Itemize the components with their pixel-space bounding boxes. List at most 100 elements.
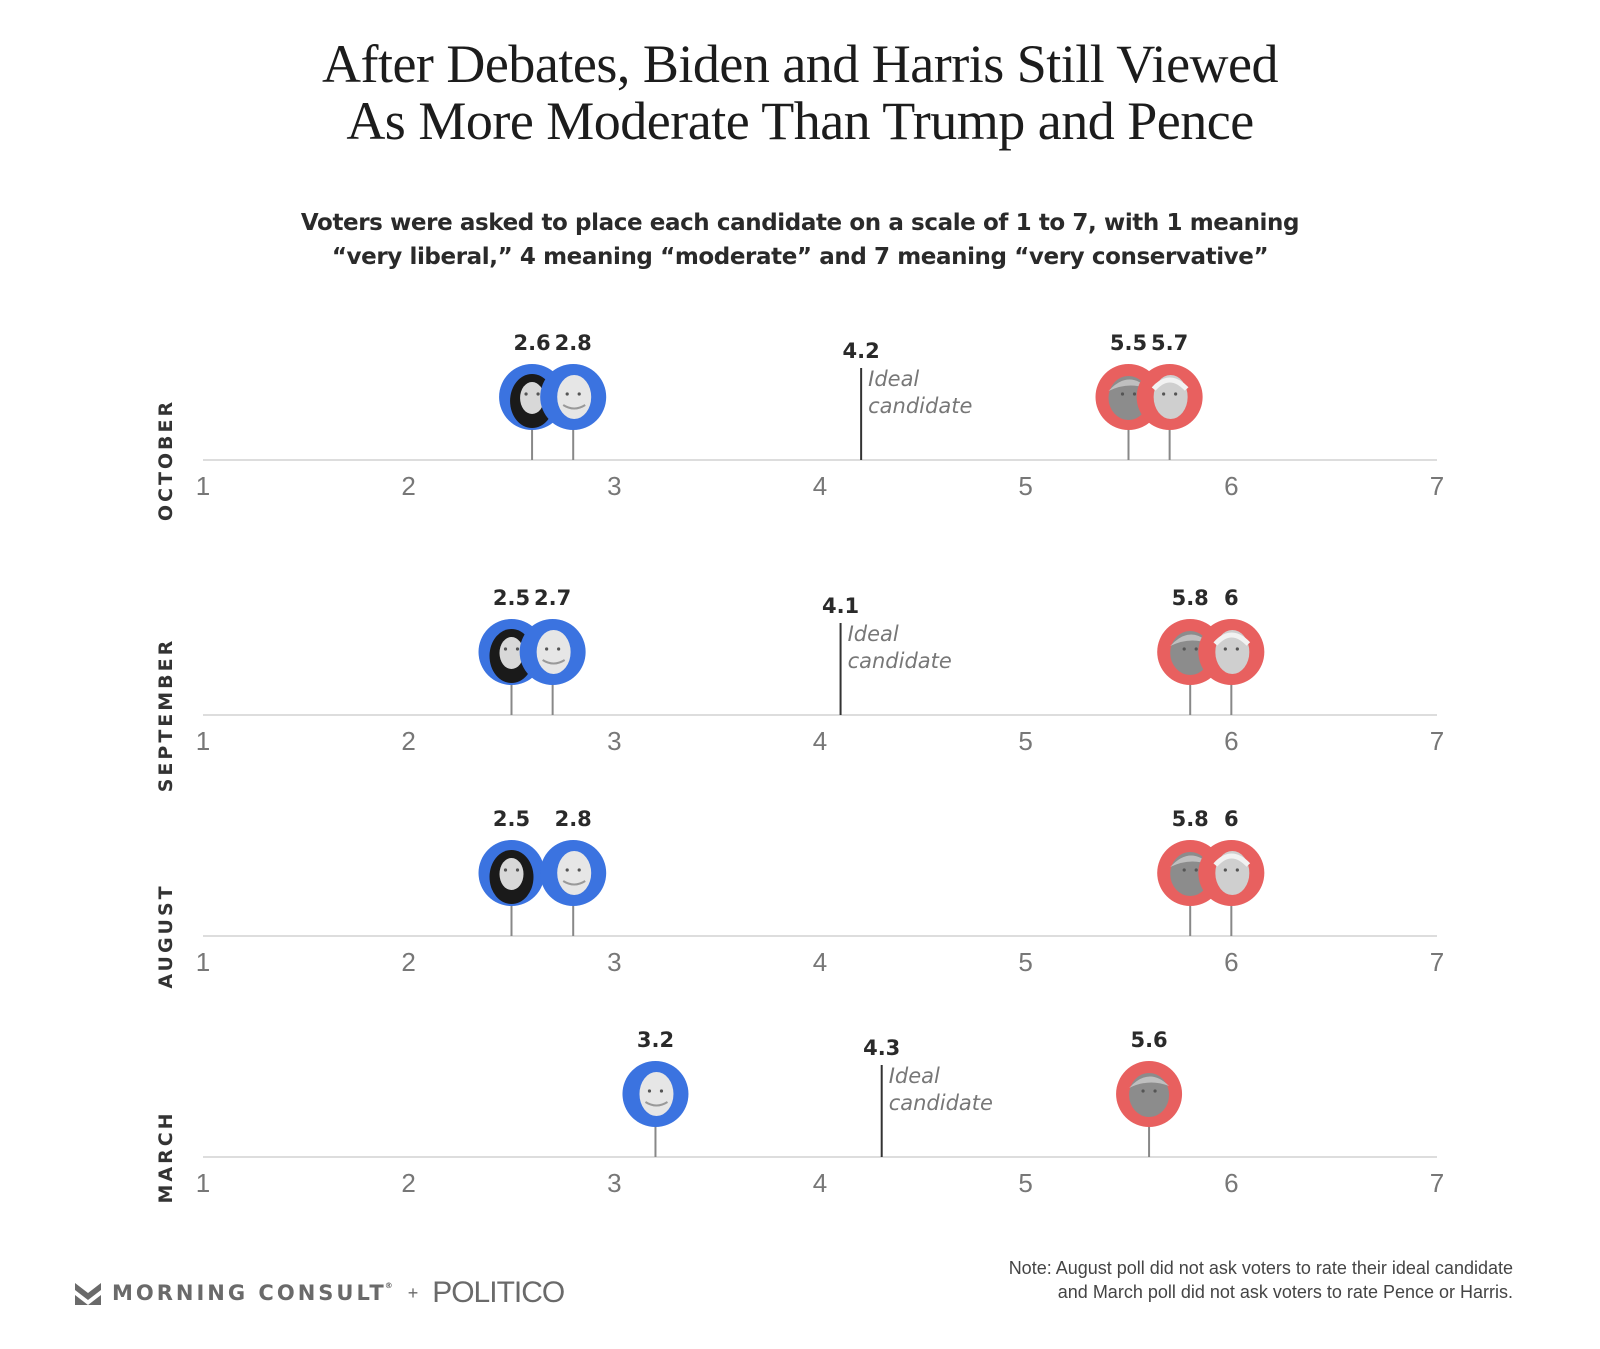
candidate-marker-trump: 5.6 [1116,1028,1183,1127]
tick-label: 3 [607,471,621,501]
tick-label: 7 [1430,1168,1444,1198]
candidate-marker-pence: 5.7 [1136,331,1203,430]
candidate-value-label: 2.8 [555,807,592,831]
ideal-value-label: 4.3 [863,1036,900,1060]
hair-shape [1213,853,1251,867]
tick-label: 6 [1224,726,1238,756]
face-shape [536,630,571,674]
panel-october: OCTOBER 1 2 3 4 5 6 7 4.2 Ideal candidate 2.6 2.8 5.5… [155,331,1444,521]
hair-shape [1170,855,1211,867]
ideal-label-line-1: Ideal [889,1064,940,1088]
tick-label: 4 [813,1168,827,1198]
eye-shape [503,647,508,651]
candidate-marker-harris: 2.5 [478,807,545,906]
face-shape [639,1072,674,1116]
chart-subtitle: Voters were asked to place each candidat… [0,206,1600,274]
candidate-marker-pence: 6 [1198,807,1265,906]
candidate-marker-biden: 2.8 [540,331,607,430]
tick-label: 6 [1224,1168,1238,1198]
ideal-label-line-1: Ideal [848,622,899,646]
tick-label: 2 [401,1168,415,1198]
candidate-value-label: 3.2 [637,1028,674,1052]
eye-shape [565,392,569,396]
tick-label: 3 [607,1168,621,1198]
face-shape [557,851,592,895]
hair-shape [1151,377,1189,391]
panel-september: SEPTEMBER 1 2 3 4 5 6 7 4.1 Ideal candidate 2.5 2.7 5… [155,586,1444,792]
title-line-2: As More Moderate Than Trump and Pence [346,91,1254,151]
eye-shape [503,868,508,872]
candidate-value-label: 5.5 [1110,331,1147,355]
tick-label: 7 [1430,947,1444,977]
candidate-value-label: 5.6 [1130,1028,1167,1052]
smile-shape [542,659,566,665]
candidate-value-label: 2.7 [534,586,571,610]
plus-sign: + [407,1282,419,1303]
eye-shape [557,647,561,651]
subtitle-line-2: “very liberal,” 4 meaning “moderate” and… [331,244,1269,270]
smile-shape [644,1101,669,1107]
face-shape [499,858,524,890]
hair-shape [1129,1076,1170,1088]
eye-shape [515,647,520,651]
eye-shape [1174,392,1178,396]
tick-label: 4 [813,947,827,977]
note-line-1: Note: August poll did not ask voters to … [1008,1258,1513,1278]
eye-shape [1223,868,1227,872]
face-shape [1153,375,1188,419]
eye-shape [1235,868,1239,872]
eye-shape [659,1089,664,1093]
tick-label: 4 [813,471,827,501]
ideal-label-line-1: Ideal [868,367,919,391]
tick-label: 1 [196,726,210,756]
tick-label: 5 [1018,726,1032,756]
hair-shape [1108,379,1149,391]
ideal-label-line-2: candidate [889,1091,993,1115]
candidate-value-label: 2.6 [513,331,550,355]
candidate-marker-pence: 6 [1198,586,1265,685]
candidate-value-label: 5.7 [1151,331,1188,355]
tick-label: 2 [401,726,415,756]
eye-shape [1182,647,1186,651]
tick-label: 4 [813,726,827,756]
face-shape [557,375,592,419]
candidate-marker-biden: 2.7 [519,586,586,685]
eye-shape [577,392,581,396]
eye-shape [577,868,581,872]
tick-label: 7 [1430,471,1444,501]
eye-shape [1194,647,1198,651]
hair-shape [1213,632,1251,646]
hair-shape [1170,634,1211,646]
eye-shape [524,392,528,396]
footnote: Note: August poll did not ask voters to … [1009,1256,1513,1304]
eye-shape [536,392,540,396]
face-shape [499,637,524,669]
tick-label: 5 [1018,471,1032,501]
eye-shape [647,1089,652,1093]
month-label: SEPTEMBER [155,638,177,793]
tick-label: 2 [401,947,415,977]
panel-march: MARCH 1 2 3 4 5 6 7 4.3 Ideal candidate 3.2 5.6 [155,1028,1444,1204]
face-shape [520,382,545,414]
candidate-value-label: 6 [1224,807,1239,831]
eye-shape [1141,1089,1145,1093]
eye-shape [545,647,549,651]
month-label: OCTOBER [155,399,177,521]
subtitle-line-1: Voters were asked to place each candidat… [300,210,1300,236]
month-label: MARCH [155,1110,177,1203]
candidate-value-label: 5.8 [1172,807,1209,831]
tick-label: 3 [607,947,621,977]
tick-label: 7 [1430,726,1444,756]
eye-shape [1120,392,1125,396]
face-shape [1215,630,1250,674]
source-logos: MORNING CONSULT® + POLITICO [74,1276,565,1310]
tick-label: 6 [1224,947,1238,977]
politico-logo: POLITICO [432,1276,565,1309]
eye-shape [1194,868,1198,872]
candidate-marker-biden: 3.2 [622,1028,689,1127]
tick-label: 5 [1018,1168,1032,1198]
tick-label: 1 [196,947,210,977]
note-line-2: and March poll did not ask voters to rat… [1057,1282,1513,1302]
title-line-1: After Debates, Biden and Harris Still Vi… [321,34,1279,94]
tick-label: 1 [196,471,210,501]
